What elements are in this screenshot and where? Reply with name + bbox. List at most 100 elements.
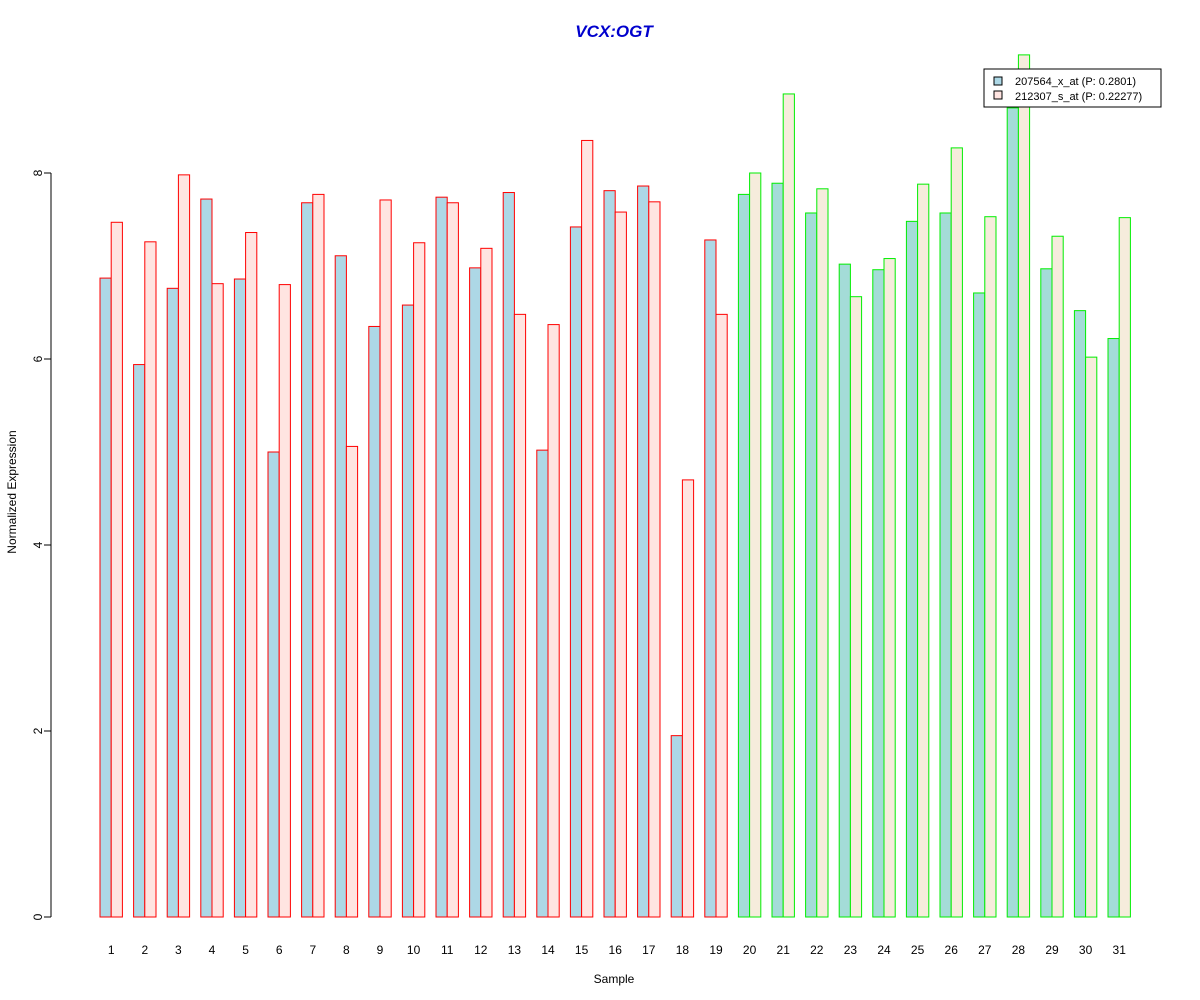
bar-sample-6-series-2 [278, 284, 291, 918]
x-tick-label: 13 [508, 943, 522, 957]
bar-sample-10-series-1 [401, 304, 415, 918]
bar-sample-20-series-2 [749, 172, 762, 918]
x-tick-label: 9 [377, 943, 384, 957]
x-tick-label: 18 [676, 943, 690, 957]
bar-sample-19-series-2 [715, 313, 728, 918]
x-tick-label: 31 [1113, 943, 1127, 957]
x-tick-label: 14 [541, 943, 555, 957]
x-tick-label: 12 [474, 943, 488, 957]
x-tick-label: 27 [978, 943, 992, 957]
x-tick-labels: 1 2 3 4 5 6 7 8 9 10 11 12 13 14 15 16 17 18 19 20 21 22 23 24 2… [108, 943, 1126, 957]
legend-box [983, 68, 1162, 108]
x-tick-label: 19 [709, 943, 723, 957]
x-tick-label: 17 [642, 943, 656, 957]
bar-sample-24-series-1 [872, 269, 885, 918]
x-tick-label: 7 [309, 943, 316, 957]
bar-sample-15-series-2 [581, 139, 594, 918]
x-tick-label: 3 [175, 943, 182, 957]
bar-sample-5-series-1 [233, 278, 247, 918]
x-tick-label: 29 [1045, 943, 1059, 957]
bar-sample-22-series-2 [816, 188, 829, 918]
bar-sample-12-series-2 [480, 247, 493, 918]
x-tick-label: 1 [108, 943, 115, 957]
bar-sample-30-series-2 [1085, 356, 1098, 918]
bar-sample-29-series-2 [1051, 235, 1064, 918]
x-tick-label: 24 [877, 943, 891, 957]
bar-sample-12-series-1 [469, 267, 482, 918]
bar-sample-28-series-1 [1006, 107, 1019, 918]
x-tick-label: 6 [276, 943, 283, 957]
x-tick-label: 28 [1012, 943, 1026, 957]
bar-sample-25-series-2 [917, 183, 930, 918]
bar-sample-21-series-1 [771, 182, 784, 918]
bar-sample-24-series-2 [883, 258, 896, 918]
x-tick-label: 26 [945, 943, 959, 957]
bar-sample-27-series-2 [984, 216, 997, 918]
bar-sample-27-series-1 [973, 292, 986, 918]
bar-sample-23-series-2 [849, 296, 863, 918]
bar-sample-29-series-1 [1040, 268, 1053, 918]
y-tick-label: 6 [31, 355, 45, 362]
x-tick-label: 2 [141, 943, 148, 957]
x-tick-label: 30 [1079, 943, 1093, 957]
legend-swatch-series-1 [993, 76, 1003, 86]
y-axis-label: Normalized Expression [5, 430, 19, 553]
bar-sample-9-series-2 [379, 199, 392, 918]
bar-sample-25-series-1 [905, 220, 919, 918]
x-tick-label: 10 [407, 943, 421, 957]
bar-sample-23-series-1 [838, 263, 851, 918]
bar-sample-11-series-2 [446, 202, 459, 918]
bar-sample-19-series-1 [704, 239, 717, 918]
x-tick-label: 5 [242, 943, 249, 957]
bar-sample-4-series-1 [200, 198, 213, 918]
y-axis: 0 2 4 6 8 [31, 169, 52, 920]
x-axis-label: Sample [594, 972, 635, 986]
bar-sample-1-series-2 [110, 221, 123, 918]
bar-sample-3-series-1 [166, 287, 179, 918]
bar-sample-14-series-1 [536, 449, 549, 918]
bar-sample-15-series-1 [569, 226, 583, 918]
bar-sample-18-series-2 [681, 479, 695, 918]
bar-sample-13-series-2 [513, 313, 527, 918]
bar-sample-22-series-1 [805, 212, 818, 918]
bar-sample-31-series-2 [1118, 217, 1131, 918]
x-tick-label: 21 [777, 943, 791, 957]
bar-sample-30-series-1 [1073, 310, 1087, 918]
bar-sample-28-series-2 [1017, 54, 1031, 918]
y-tick-label: 2 [31, 727, 45, 734]
x-tick-label: 22 [810, 943, 824, 957]
bar-sample-31-series-1 [1107, 338, 1120, 918]
bar-sample-6-series-1 [267, 451, 280, 918]
x-tick-label: 15 [575, 943, 589, 957]
bar-sample-16-series-1 [603, 190, 616, 918]
bar-sample-16-series-2 [614, 211, 627, 918]
bars [99, 54, 1131, 918]
bar-sample-4-series-2 [211, 283, 224, 918]
bar-sample-20-series-1 [737, 193, 751, 918]
bar-sample-14-series-2 [547, 324, 560, 918]
bar-sample-26-series-1 [939, 212, 952, 918]
x-tick-label: 4 [209, 943, 216, 957]
bar-sample-26-series-2 [950, 147, 963, 918]
bar-sample-5-series-2 [245, 232, 258, 918]
x-tick-label: 11 [441, 943, 454, 957]
x-tick-label: 25 [911, 943, 925, 957]
bar-sample-13-series-1 [502, 192, 515, 918]
chart-title: VCX:OGT [575, 22, 654, 41]
bar-sample-8-series-1 [334, 255, 347, 918]
bar-sample-17-series-2 [648, 201, 661, 918]
x-tick-label: 16 [609, 943, 623, 957]
y-tick-label: 8 [31, 169, 45, 176]
bar-sample-18-series-1 [670, 735, 683, 918]
y-tick-label: 4 [31, 541, 45, 548]
legend-label-series-1: 207564_x_at (P: 0.2801) [1015, 76, 1136, 88]
legend-label-series-2: 212307_s_at (P: 0.22277) [1015, 91, 1142, 103]
bar-sample-9-series-1 [368, 325, 381, 918]
bar-sample-2-series-1 [133, 364, 146, 918]
bar-sample-3-series-2 [177, 174, 191, 918]
bar-sample-2-series-2 [144, 241, 157, 918]
x-tick-label: 23 [844, 943, 858, 957]
legend: 207564_x_at (P: 0.2801) 212307_s_at (P: … [983, 68, 1162, 108]
bar-sample-17-series-1 [637, 185, 650, 918]
